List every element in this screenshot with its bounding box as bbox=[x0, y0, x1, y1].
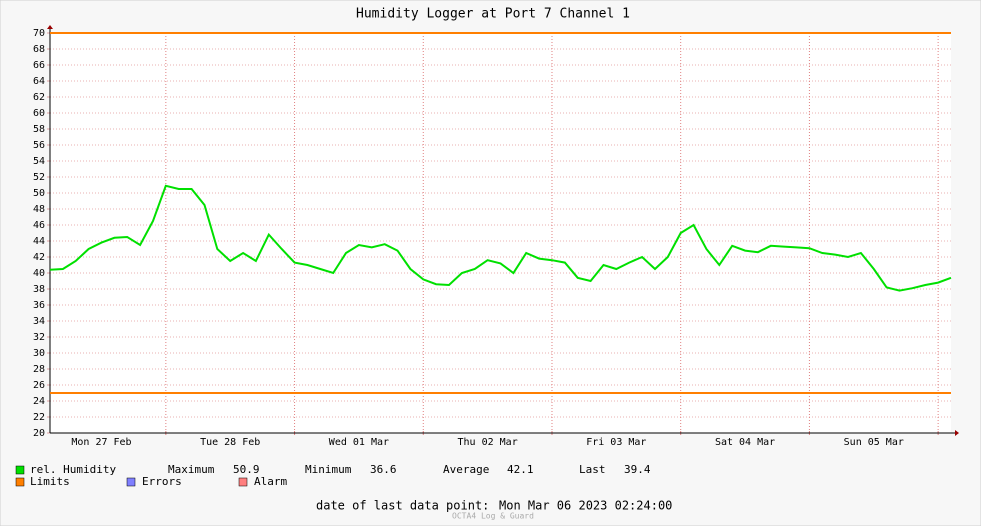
y-tick-label: 68 bbox=[33, 44, 45, 55]
y-tick-label: 46 bbox=[33, 220, 45, 231]
y-tick-label: 66 bbox=[33, 60, 45, 71]
chart-title: Humidity Logger at Port 7 Channel 1 bbox=[356, 7, 630, 22]
stat-label: Minimum bbox=[305, 463, 352, 476]
y-tick-label: 20 bbox=[33, 428, 45, 439]
legend-swatch bbox=[126, 477, 136, 487]
stat-value: 36.6 bbox=[370, 463, 397, 476]
stat-label: Maximum bbox=[168, 463, 215, 476]
y-tick-label: 22 bbox=[33, 412, 45, 423]
x-tick-label: Sat 04 Mar bbox=[715, 437, 775, 448]
y-tick-label: 60 bbox=[33, 108, 45, 119]
stat-value: 42.1 bbox=[507, 463, 534, 476]
stat-label: Last bbox=[579, 463, 606, 476]
legend-label: Limits bbox=[30, 475, 70, 488]
y-tick-label: 70 bbox=[33, 28, 45, 39]
legend-label: rel. Humidity bbox=[30, 463, 116, 476]
plot-area bbox=[50, 33, 951, 433]
legend-swatch bbox=[15, 477, 25, 487]
y-tick-label: 64 bbox=[33, 76, 45, 87]
y-axis-arrow bbox=[47, 25, 53, 29]
y-tick-label: 36 bbox=[33, 300, 45, 311]
y-tick-label: 40 bbox=[33, 268, 45, 279]
x-axis-arrow bbox=[955, 430, 959, 436]
y-tick-label: 50 bbox=[33, 188, 45, 199]
footer-label: date of last data point: bbox=[316, 499, 489, 513]
x-tick-label: Sun 05 Mar bbox=[844, 437, 904, 448]
y-tick-label: 44 bbox=[33, 236, 45, 247]
y-tick-label: 34 bbox=[33, 316, 45, 327]
legend-label: Errors bbox=[142, 475, 182, 488]
x-tick-label: Mon 27 Feb bbox=[71, 437, 131, 448]
x-tick-label: Tue 28 Feb bbox=[200, 437, 260, 448]
y-tick-label: 42 bbox=[33, 252, 45, 263]
watermark: OCTA4 Log & Guard bbox=[452, 512, 534, 521]
y-tick-label: 48 bbox=[33, 204, 45, 215]
y-tick-label: 56 bbox=[33, 140, 45, 151]
legend-swatch bbox=[15, 465, 25, 475]
stat-value: 50.9 bbox=[233, 463, 260, 476]
stat-label: Average bbox=[443, 463, 489, 476]
x-tick-label: Fri 03 Mar bbox=[586, 437, 646, 448]
data-line bbox=[49, 184, 952, 292]
x-tick-label: Wed 01 Mar bbox=[329, 437, 389, 448]
stat-value: 39.4 bbox=[624, 463, 651, 476]
y-tick-label: 24 bbox=[33, 396, 45, 407]
legend-swatch bbox=[238, 477, 248, 487]
y-tick-label: 32 bbox=[33, 332, 45, 343]
y-tick-label: 30 bbox=[33, 348, 45, 359]
y-tick-label: 26 bbox=[33, 380, 45, 391]
y-tick-label: 62 bbox=[33, 92, 45, 103]
footer-value: Mon Mar 06 2023 02:24:00 bbox=[499, 499, 672, 513]
y-tick-label: 52 bbox=[33, 172, 45, 183]
y-tick-label: 54 bbox=[33, 156, 45, 167]
y-tick-label: 28 bbox=[33, 364, 45, 375]
x-tick-label: Thu 02 Mar bbox=[458, 437, 518, 448]
y-tick-label: 58 bbox=[33, 124, 45, 135]
legend-label: Alarm bbox=[254, 475, 287, 488]
y-tick-label: 38 bbox=[33, 284, 45, 295]
